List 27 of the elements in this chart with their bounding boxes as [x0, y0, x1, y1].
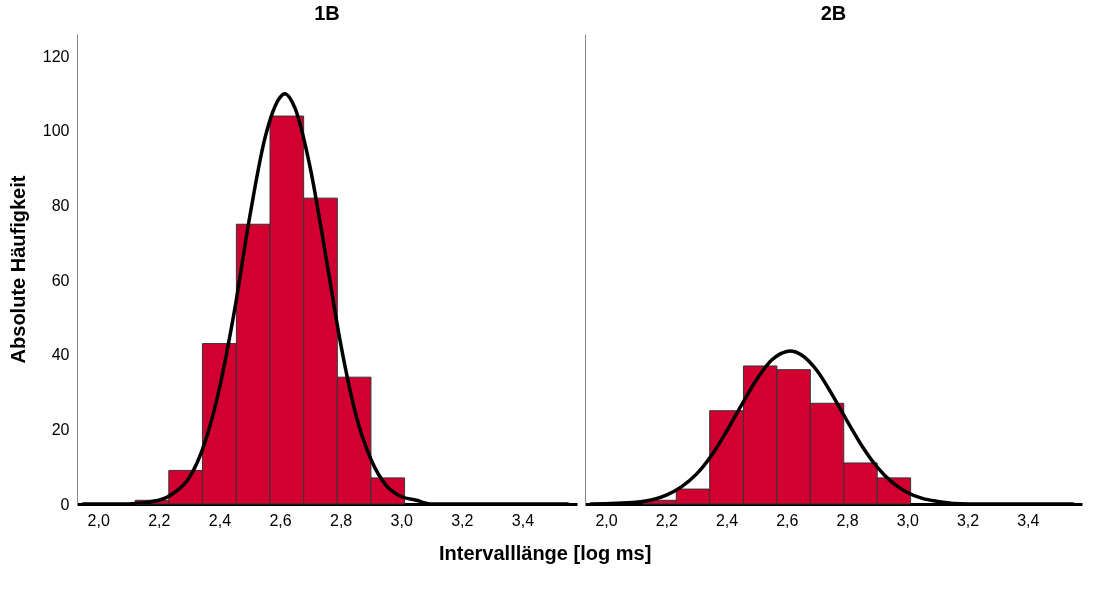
x-tick-label: 2,4 [715, 511, 739, 529]
y-tick-label: 80 [51, 197, 70, 215]
x-tick-label: 3,4 [511, 511, 535, 529]
y-tick-label: 0 [60, 495, 70, 513]
x-tick-label: 2,2 [655, 511, 679, 529]
x-tick-label: 2,6 [776, 511, 799, 529]
x-tick-label: 2,4 [208, 511, 232, 529]
y-tick-label: 60 [51, 271, 70, 289]
y-tick-label: 20 [51, 420, 70, 438]
chart-title: 2B [820, 2, 847, 24]
x-tick-label: 2,8 [836, 511, 859, 529]
x-tick-label: 3,0 [390, 511, 413, 529]
x-tick-label: 2,6 [269, 511, 292, 529]
x-tick-label: 2,0 [87, 511, 110, 529]
x-tick-label: 2,8 [330, 511, 353, 529]
y-tick-label: 100 [42, 122, 70, 140]
x-tick-label: 3,4 [1017, 511, 1040, 529]
x-tick-label: 2,0 [595, 511, 618, 529]
x-axis-title: Intervalllänge [log ms] [439, 542, 652, 564]
x-tick-label: 3,2 [451, 511, 474, 529]
x-tick-label: 3,2 [956, 511, 980, 529]
y-tick-label: 120 [42, 47, 70, 65]
chart-title: 1B [314, 2, 340, 24]
x-tick-label: 2,2 [148, 511, 171, 529]
y-tick-label: 40 [51, 346, 70, 364]
y-axis-title: Absolute Häufigkeit [6, 175, 29, 364]
x-tick-label: 3,0 [896, 511, 920, 529]
